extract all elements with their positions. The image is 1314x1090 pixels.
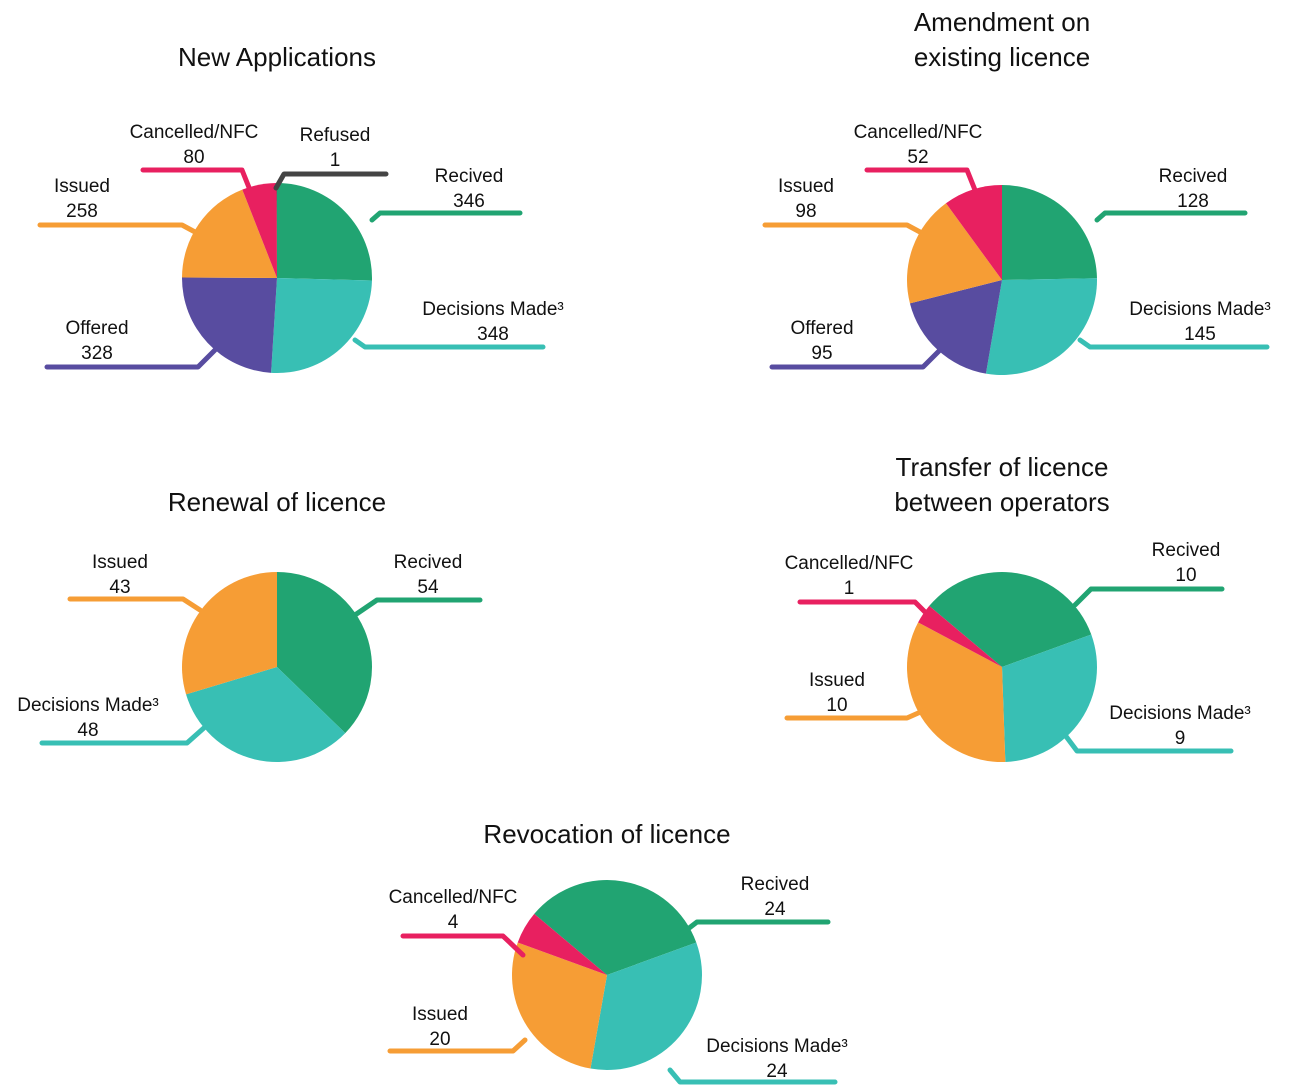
slice-label: Recived [1159,166,1228,187]
leader-line [352,597,483,618]
leader-line [67,596,203,613]
slice-label: Decisions Made³ [1129,299,1271,320]
slice-label: Decisions Made³ [706,1036,848,1057]
pie-slice [929,572,1092,667]
slice-label: Refused [300,125,371,146]
chart-title: Amendment on existing licence [913,7,1091,72]
chart-title: Revocation of licence [483,819,731,849]
slice-value: 10 [1175,565,1196,586]
slice-label: Decisions Made³ [17,695,159,716]
leader-line [140,167,253,193]
pie-slice [907,203,1002,304]
slice-label: Issued [778,176,834,197]
leader-line [864,167,978,193]
slice-value: 54 [417,577,439,598]
slice-value: 10 [826,695,847,716]
leader-line [1062,732,1234,754]
slice-label: Issued [412,1004,468,1025]
slice-label: Decisions Made³ [1109,703,1251,724]
pie-slice [1002,185,1097,280]
slice-value: 24 [766,1061,788,1082]
pie-slice [182,277,277,373]
slice-value: 43 [109,577,130,598]
slice-label: Issued [54,176,110,197]
slice-label: Offered [65,318,128,339]
leader-line [37,222,198,235]
slice-label: Offered [790,318,853,339]
chart-title: New Applications [178,42,376,72]
chart-title: Transfer of licence between operators [894,452,1110,517]
slice-label: Recived [741,874,810,895]
slice-label: Cancelled/NFC [130,122,259,143]
pie-slice [534,879,697,975]
pie-slice [277,183,372,281]
slice-label: Recived [435,166,504,187]
pie-slice [590,942,703,1071]
slice-label: Cancelled/NFC [854,122,983,143]
slice-value: 348 [477,324,509,345]
slice-value: 24 [764,899,786,920]
leader-line [769,347,943,370]
pie-slice [907,622,1006,762]
pie-slice [918,605,1002,667]
slice-value: 4 [448,912,459,933]
leader-line [387,1037,528,1054]
slice-value: 328 [81,343,113,364]
slice-value: 145 [1184,324,1216,345]
slice-value: 48 [77,720,98,741]
leader-line [400,933,526,958]
slice-value: 20 [429,1029,450,1050]
leader-line [1094,210,1248,223]
leader-line [677,919,831,938]
leader-line [273,171,389,191]
pie-slice [242,183,277,278]
slice-value: 1 [330,150,341,171]
slice-value: 80 [183,147,204,168]
chart-title: Renewal of licence [167,487,387,517]
slice-label: Recived [394,552,463,573]
pie-slice [909,280,1002,374]
pie-slice [182,189,277,278]
slice-value: 128 [1177,191,1209,212]
leader-line [39,724,208,746]
leader-line [1072,586,1225,608]
leader-line [352,337,546,350]
leader-line [762,222,923,235]
pie-slice [945,185,1002,280]
slice-value: 52 [907,147,928,168]
slice-label: Recived [1152,540,1221,561]
pie-slice [1002,634,1097,762]
slice-label: Cancelled/NFC [389,887,518,908]
leader-line [667,1067,838,1085]
slice-value: 1 [844,578,855,599]
slice-label: Issued [809,670,865,691]
leader-line [44,347,218,370]
slice-value: 95 [811,343,832,364]
slice-value: 258 [66,201,98,222]
slice-label: Decisions Made³ [422,299,564,320]
slice-label: Cancelled/NFC [785,553,914,574]
pie-slice [985,278,1097,375]
pie-slice [181,572,277,695]
slice-value: 346 [453,191,485,212]
leader-line [369,210,523,223]
pie-slice [186,667,346,762]
leader-line [784,707,928,721]
leader-line [1077,337,1270,350]
pie-slice [277,572,373,734]
pie-slice [271,278,372,373]
pie-slice [511,942,607,1069]
slice-value: 98 [795,201,816,222]
slice-label: Issued [92,552,148,573]
pie-slice [517,913,607,975]
slice-value: 9 [1175,728,1186,749]
leader-line [797,599,928,615]
